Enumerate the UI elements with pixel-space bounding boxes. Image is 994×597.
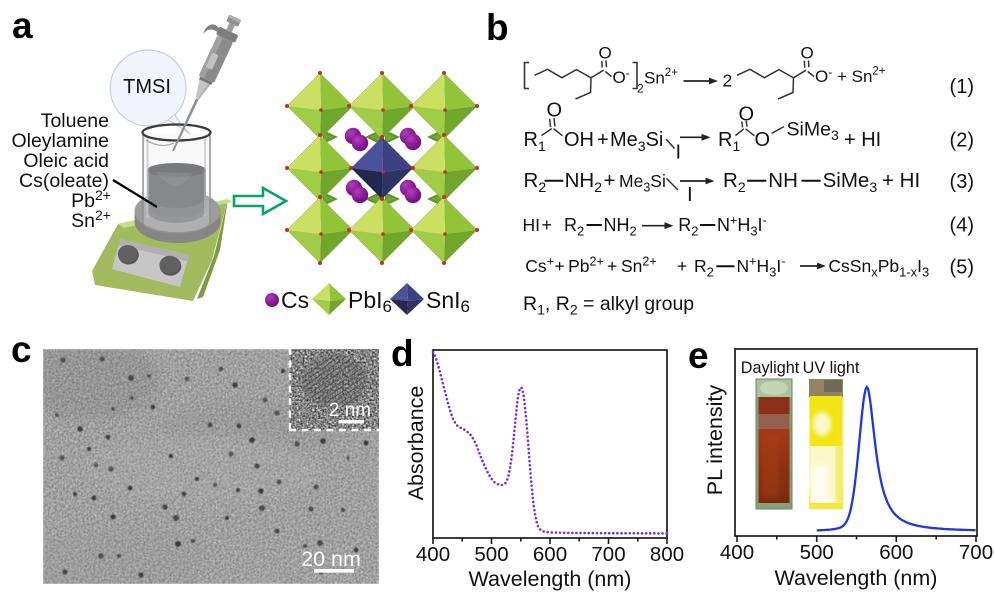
svg-text:Sn: Sn xyxy=(71,210,95,232)
svg-text:+: + xyxy=(607,256,617,276)
svg-text:O: O xyxy=(755,129,771,151)
svg-text:HI: HI xyxy=(523,215,541,235)
svg-text:N+H3I-: N+H3I- xyxy=(737,255,786,280)
svg-text:2+: 2+ xyxy=(95,207,111,223)
svg-text:N+H3I-: N+H3I- xyxy=(717,214,767,239)
svg-text:I: I xyxy=(676,142,682,164)
svg-text:2: 2 xyxy=(637,82,644,96)
svg-text:Absorbance: Absorbance xyxy=(404,386,428,501)
svg-text:Wavelength (nm): Wavelength (nm) xyxy=(469,567,632,591)
svg-text:Oleylamine: Oleylamine xyxy=(11,130,109,152)
svg-text:SiMe3: SiMe3 xyxy=(823,169,878,195)
svg-text:2+: 2+ xyxy=(95,187,111,203)
svg-text:2 nm: 2 nm xyxy=(329,400,371,421)
svg-text:400: 400 xyxy=(720,541,754,564)
svg-text:(1): (1) xyxy=(950,76,974,98)
svg-text:I: I xyxy=(687,183,693,206)
svg-text:+ HI: + HI xyxy=(844,129,881,151)
svg-text:20 nm: 20 nm xyxy=(301,547,361,571)
svg-text:800: 800 xyxy=(650,543,684,566)
svg-text:R1, R2 = alkyl group: R1, R2 = alkyl group xyxy=(523,293,694,318)
svg-text:TMSI: TMSI xyxy=(123,76,171,98)
svg-text:O: O xyxy=(599,44,612,63)
svg-text:Me3Si: Me3Si xyxy=(610,129,663,154)
svg-text:UV light: UV light xyxy=(803,359,860,377)
svg-text:+ HI: + HI xyxy=(882,169,920,192)
svg-text:PL intensity: PL intensity xyxy=(703,385,727,496)
svg-text:Me3Si: Me3Si xyxy=(619,171,666,195)
svg-text:Cs: Cs xyxy=(281,287,309,313)
svg-text:Oleic acid: Oleic acid xyxy=(23,150,109,172)
svg-text:(4): (4) xyxy=(950,215,974,237)
svg-text:500: 500 xyxy=(474,543,508,566)
svg-text:CsSnxPb1-xI3: CsSnxPb1-xI3 xyxy=(828,256,929,280)
svg-text:600: 600 xyxy=(879,541,913,564)
svg-text:Wavelength (nm): Wavelength (nm) xyxy=(775,566,938,590)
svg-text:NH: NH xyxy=(768,169,798,192)
svg-text:+: + xyxy=(542,215,553,235)
svg-text:NH2: NH2 xyxy=(604,215,637,239)
svg-text:+: + xyxy=(555,256,565,276)
svg-text:Cs(oleate): Cs(oleate) xyxy=(19,170,109,192)
svg-text:+: + xyxy=(604,169,616,192)
svg-text:Pb: Pb xyxy=(71,190,95,212)
svg-text:400: 400 xyxy=(416,543,450,566)
svg-text:SiMe3: SiMe3 xyxy=(787,119,839,144)
svg-text:(3): (3) xyxy=(950,171,974,193)
svg-text:O: O xyxy=(801,44,814,63)
svg-text:2: 2 xyxy=(723,71,733,91)
svg-text:(5): (5) xyxy=(950,257,974,279)
svg-text:600: 600 xyxy=(533,543,567,566)
svg-text:Toluene: Toluene xyxy=(41,110,109,132)
svg-text:OH: OH xyxy=(564,129,594,151)
svg-text:700: 700 xyxy=(959,541,993,564)
svg-text:500: 500 xyxy=(800,541,834,564)
svg-text:O-: O- xyxy=(613,66,630,87)
svg-text:O: O xyxy=(739,104,755,126)
svg-text:+: + xyxy=(597,129,609,151)
svg-text:O: O xyxy=(547,99,563,121)
svg-text:O- + Sn2+: O- + Sn2+ xyxy=(815,65,886,86)
svg-text:(2): (2) xyxy=(950,130,974,152)
svg-text:+: + xyxy=(677,256,687,276)
svg-text:700: 700 xyxy=(591,543,625,566)
svg-text:Daylight: Daylight xyxy=(741,359,800,377)
